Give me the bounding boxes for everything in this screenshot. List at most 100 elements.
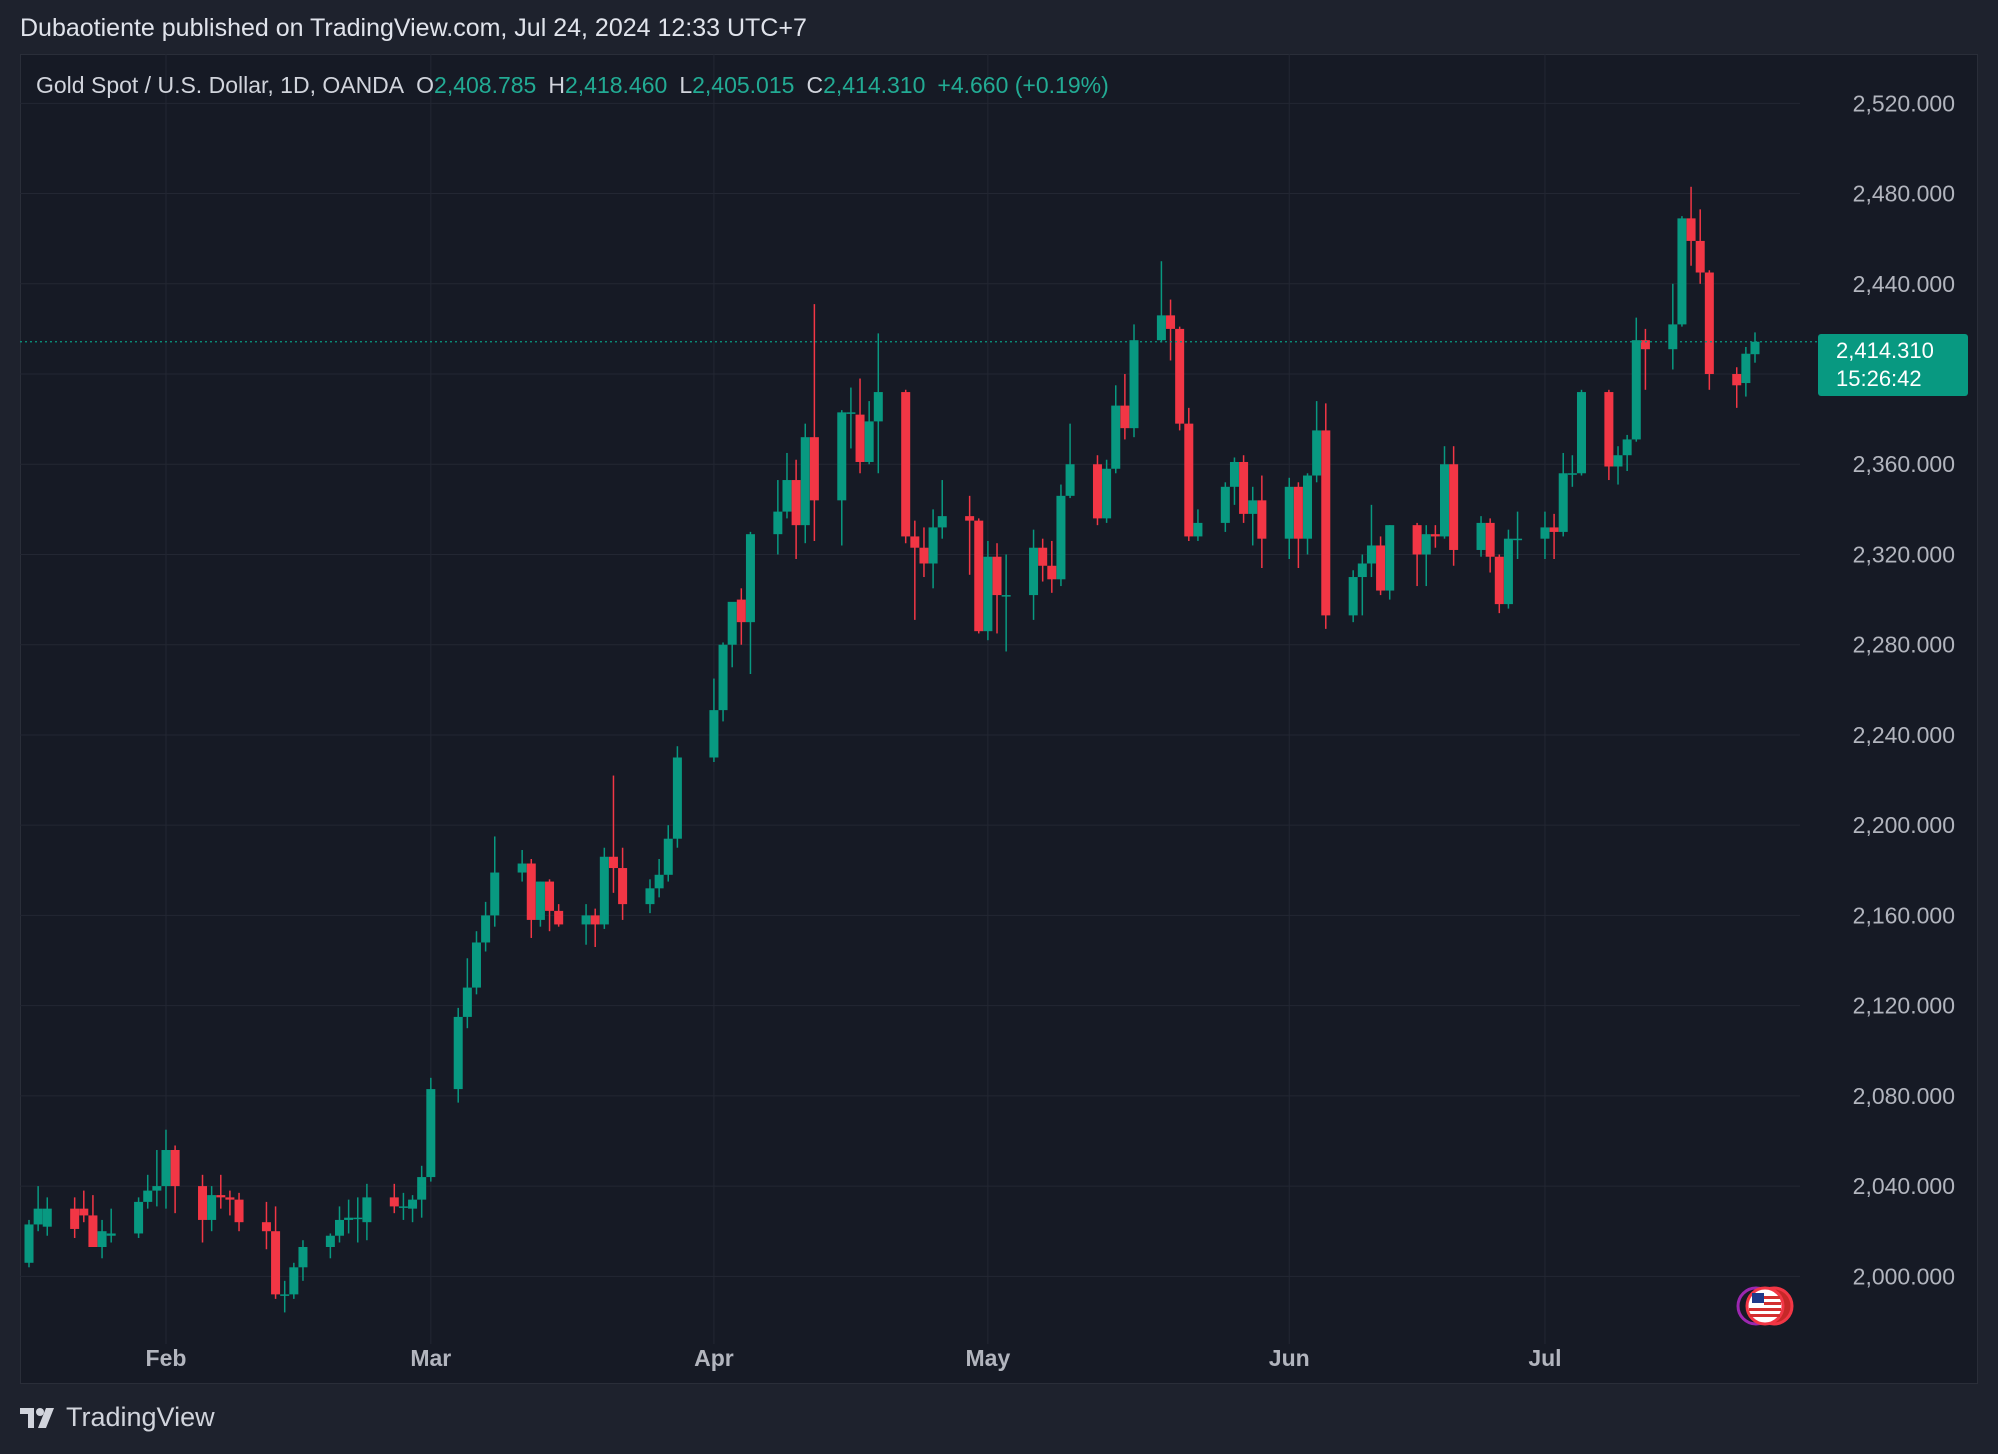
candle bbox=[1549, 513, 1559, 559]
candle-body bbox=[1111, 405, 1121, 469]
candle-body bbox=[1366, 545, 1376, 564]
candle-body bbox=[1239, 461, 1249, 514]
candle-body bbox=[271, 1231, 281, 1295]
candle bbox=[1677, 216, 1687, 327]
candle-body bbox=[389, 1197, 399, 1207]
candle bbox=[280, 1280, 290, 1313]
candle-body bbox=[1640, 340, 1650, 350]
candle bbox=[517, 849, 527, 882]
us-events-flag-icon[interactable] bbox=[1734, 1284, 1804, 1328]
candle bbox=[1038, 538, 1048, 582]
candle-body bbox=[590, 915, 600, 925]
candle-body bbox=[1321, 430, 1331, 616]
candle-body bbox=[1604, 392, 1614, 467]
candle-body bbox=[1065, 464, 1075, 496]
candle bbox=[471, 931, 481, 995]
candle bbox=[672, 746, 682, 848]
candle bbox=[79, 1190, 89, 1223]
candle-body bbox=[143, 1190, 153, 1202]
candle-body bbox=[1686, 218, 1696, 241]
candle-body bbox=[1741, 353, 1751, 384]
y-tick-label: 2,440.000 bbox=[1853, 271, 1955, 297]
candle bbox=[389, 1183, 399, 1214]
symbol-name: Gold Spot / U.S. Dollar, 1D, OANDA bbox=[36, 72, 405, 98]
candle bbox=[490, 836, 500, 927]
candle bbox=[1239, 455, 1249, 523]
candle bbox=[1120, 374, 1130, 440]
candle-body bbox=[1175, 328, 1185, 424]
candle bbox=[1576, 389, 1586, 476]
candle bbox=[709, 678, 719, 763]
candle bbox=[1001, 554, 1011, 652]
candle-body bbox=[1047, 565, 1057, 580]
candle bbox=[417, 1165, 427, 1218]
candle-body bbox=[1284, 486, 1294, 539]
y-tick-label: 2,240.000 bbox=[1853, 722, 1955, 748]
candle-body bbox=[1631, 340, 1641, 440]
candle-body bbox=[1376, 545, 1386, 591]
candle-body bbox=[992, 556, 1002, 596]
tradingview-footer[interactable]: TradingView bbox=[20, 1402, 215, 1433]
candle-body bbox=[1303, 475, 1313, 539]
candles-series bbox=[24, 186, 1760, 1313]
candle bbox=[1695, 209, 1705, 284]
close-value: 2,414.310 bbox=[823, 72, 926, 98]
candle-body bbox=[1485, 522, 1495, 557]
candle-body bbox=[1513, 538, 1523, 541]
candle-body bbox=[727, 601, 737, 645]
change-value: +4.660 (+0.19%) bbox=[937, 72, 1109, 98]
tradingview-brand: TradingView bbox=[66, 1402, 215, 1432]
candle bbox=[1640, 328, 1650, 390]
candle bbox=[1668, 283, 1678, 370]
candle-body bbox=[453, 1016, 463, 1090]
symbol-legend: Gold Spot / U.S. Dollar, 1D, OANDA O2,408… bbox=[36, 72, 1109, 99]
candle bbox=[1303, 473, 1313, 555]
candle bbox=[1558, 452, 1568, 537]
candlestick-chart[interactable]: 2,520.0002,480.0002,440.0002,400.0002,36… bbox=[20, 54, 1978, 1384]
candle-body bbox=[298, 1247, 308, 1268]
candle bbox=[809, 304, 819, 541]
candle bbox=[1065, 423, 1075, 499]
candle bbox=[353, 1197, 363, 1243]
y-tick-label: 2,160.000 bbox=[1853, 902, 1955, 928]
candle bbox=[910, 520, 920, 620]
candle-body bbox=[1695, 240, 1705, 273]
candle-body bbox=[1503, 538, 1513, 605]
candle bbox=[1129, 324, 1139, 438]
y-axis: 2,520.0002,480.0002,440.0002,400.0002,36… bbox=[1853, 90, 1955, 1289]
candle bbox=[873, 333, 883, 474]
candle bbox=[736, 588, 746, 645]
candle bbox=[362, 1183, 372, 1241]
candle-body bbox=[471, 942, 481, 988]
candle-body bbox=[654, 874, 664, 889]
candle-body bbox=[88, 1215, 98, 1248]
candle-body bbox=[97, 1231, 107, 1248]
candle bbox=[1156, 261, 1166, 343]
candle-body bbox=[1001, 595, 1011, 597]
candle-body bbox=[745, 534, 755, 623]
candle bbox=[42, 1197, 52, 1236]
candle-body bbox=[1257, 500, 1267, 539]
candle bbox=[1613, 446, 1623, 485]
candle bbox=[207, 1186, 217, 1232]
candle bbox=[88, 1195, 98, 1248]
open-value: 2,408.785 bbox=[434, 72, 537, 98]
candle-body bbox=[608, 856, 618, 869]
y-tick-label: 2,320.000 bbox=[1853, 541, 1955, 567]
candle bbox=[1494, 554, 1504, 614]
candle-body bbox=[800, 437, 810, 526]
high-label: H bbox=[548, 72, 565, 98]
candle bbox=[1412, 522, 1422, 587]
y-tick-label: 2,520.000 bbox=[1853, 90, 1955, 116]
x-tick-label: Mar bbox=[410, 1345, 451, 1371]
candle-body bbox=[919, 547, 929, 564]
candle-body bbox=[1549, 527, 1559, 532]
candle bbox=[800, 423, 810, 544]
candle-body bbox=[736, 599, 746, 623]
candle-body bbox=[718, 644, 728, 711]
candle-body bbox=[24, 1224, 34, 1263]
candle bbox=[1056, 484, 1066, 587]
candle-body bbox=[1166, 315, 1176, 329]
candle bbox=[782, 452, 792, 519]
candle bbox=[1704, 270, 1714, 390]
